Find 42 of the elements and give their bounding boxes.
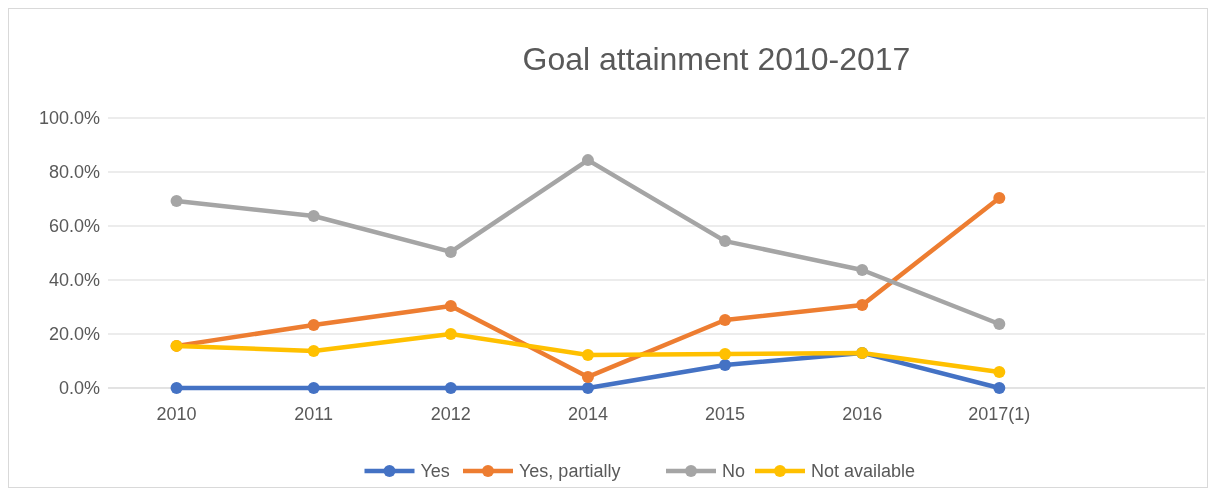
point <box>581 382 594 394</box>
point <box>170 382 183 394</box>
legend-label: Yes, partially <box>519 461 621 482</box>
legend-label: Yes <box>420 461 450 482</box>
point <box>856 264 869 277</box>
point <box>719 359 732 372</box>
point <box>993 191 1006 204</box>
point <box>993 382 1006 394</box>
point <box>444 382 457 394</box>
point <box>444 328 457 340</box>
point <box>581 370 594 383</box>
point <box>719 347 732 360</box>
y-tick-label: 40.0% <box>48 270 100 291</box>
y-tick-label: 100.0% <box>38 108 100 129</box>
y-tick-label: 0.0% <box>58 378 100 399</box>
x-tick-label: 2014 <box>567 404 608 424</box>
legend-label: Not available <box>811 461 916 482</box>
point <box>719 313 732 326</box>
y-tick-label: 80.0% <box>48 162 100 183</box>
chart-title: Goal attainment 2010-2017 <box>522 41 911 77</box>
point <box>170 194 183 207</box>
point <box>307 345 320 358</box>
point <box>719 235 732 248</box>
x-tick-label: 2011 <box>294 404 334 424</box>
x-tick-label: 2010 <box>156 404 197 424</box>
point <box>581 349 594 362</box>
point <box>307 210 320 223</box>
point <box>307 382 320 394</box>
legend-label: No <box>722 461 746 482</box>
x-tick-label: 2015 <box>705 404 746 424</box>
y-tick-label: 60.0% <box>48 216 100 237</box>
point <box>307 319 320 332</box>
x-tick-label: 2017(1) <box>968 404 1031 424</box>
x-tick-label: 2012 <box>430 404 471 424</box>
point <box>444 245 457 258</box>
point <box>581 154 594 167</box>
y-tick-label: 20.0% <box>48 324 100 345</box>
point <box>856 299 869 312</box>
x-tick-label: 2016 <box>842 404 883 424</box>
point <box>993 366 1006 379</box>
point <box>444 299 457 312</box>
point <box>993 318 1006 331</box>
